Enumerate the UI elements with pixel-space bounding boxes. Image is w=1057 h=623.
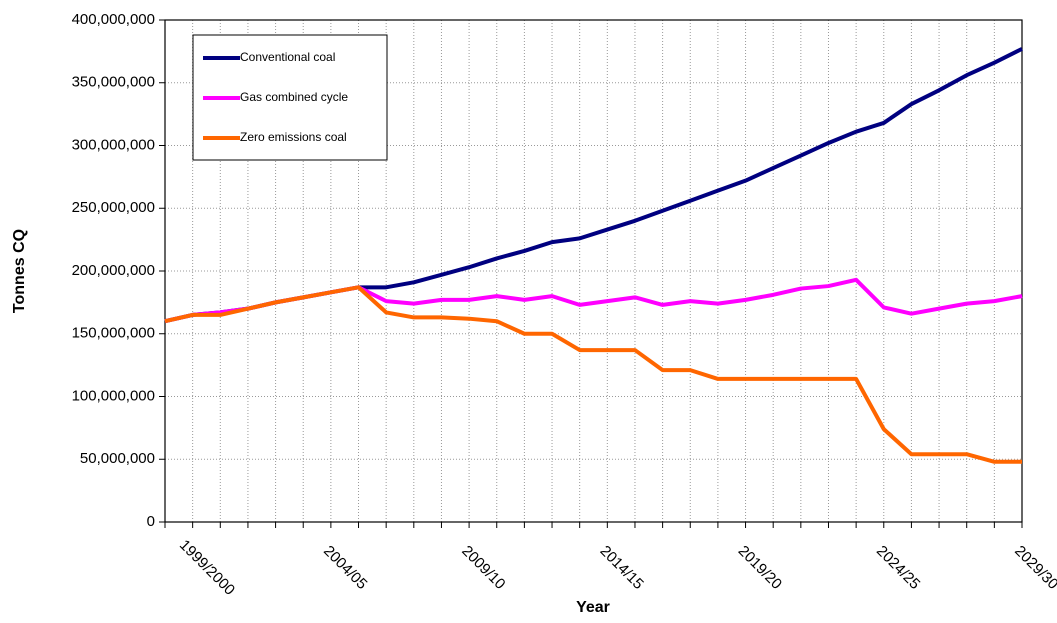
series-line [164, 285, 1022, 464]
y-tick-label: 50,000,000 [80, 450, 155, 467]
legend-label: Zero emissions coal [240, 130, 347, 144]
y-tick-label: 100,000,000 [72, 387, 155, 404]
y-tick-label: 300,000,000 [72, 136, 155, 153]
x-axis-label: Year [576, 599, 610, 616]
legend: Conventional coal Gas combined cycle Zero … [192, 34, 388, 161]
x-tick-label: 2009/10 [458, 542, 508, 592]
y-tick-label: 250,000,000 [72, 199, 155, 216]
plot-border [164, 19, 1023, 523]
y-tick-label: 200,000,000 [72, 262, 155, 279]
x-tick-label: 2024/25 [873, 542, 923, 592]
x-tick-label: 1999/2000 [176, 537, 238, 599]
legend-label: Gas combined cycle [240, 90, 348, 104]
y-tick-label: 150,000,000 [72, 325, 155, 342]
y-axis-label: Tonnes CQ [11, 229, 28, 313]
x-tick-label: 2014/15 [597, 542, 647, 592]
y-tick-label: 400,000,000 [72, 11, 155, 28]
x-tick-label: 2029/30 [1011, 542, 1057, 592]
x-tick-label: 2019/20 [735, 542, 785, 592]
legend-label: Conventional coal [240, 50, 335, 64]
x-tick-label: 2004/05 [320, 542, 370, 592]
y-tick-label: 0 [147, 513, 155, 530]
y-tick-label: 350,000,000 [72, 74, 155, 91]
